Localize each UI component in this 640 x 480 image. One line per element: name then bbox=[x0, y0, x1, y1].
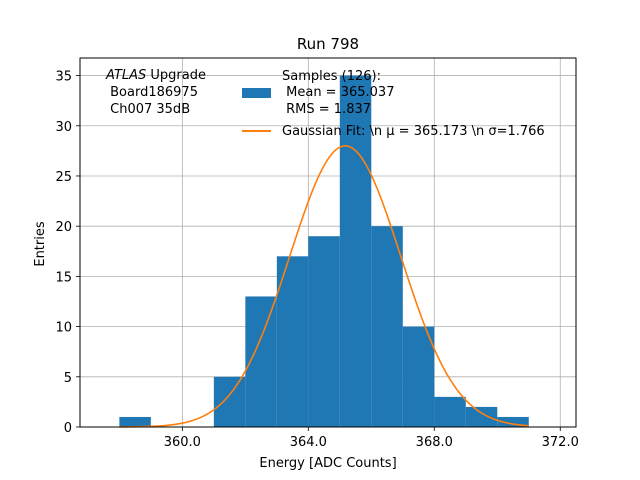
legend-hist-swatch bbox=[242, 88, 271, 98]
histogram-bar bbox=[119, 416, 151, 427]
y-axis-label: Entries bbox=[33, 221, 48, 267]
gaussian-fit-curve bbox=[119, 145, 529, 428]
y-tick-label: 10 bbox=[55, 321, 72, 336]
y-tick-label: 35 bbox=[55, 70, 72, 85]
y-tick-label: 30 bbox=[55, 120, 72, 135]
histogram-bar bbox=[339, 75, 372, 428]
legend-fit-label: Gaussian Fit: \n μ = 365.173 \n σ=1.766 bbox=[282, 124, 545, 139]
atlas-label: ATLAS Upgrade bbox=[105, 68, 206, 83]
x-axis-label: Energy [ADC Counts] bbox=[259, 456, 396, 471]
legend-hist-line3: RMS = 1.837 bbox=[282, 102, 371, 117]
legend: Samples (126): Mean = 365.037 RMS = 1.83… bbox=[242, 69, 545, 139]
legend-hist-line2: Mean = 365.037 bbox=[282, 85, 394, 100]
gaussian-fit bbox=[119, 145, 529, 428]
histogram-bar bbox=[434, 396, 466, 427]
y-tick-label: 5 bbox=[64, 371, 72, 386]
atlas-upgrade: Upgrade bbox=[146, 68, 206, 83]
axis-ticks: 360.0 364.0 368.0 372.0 0 5 10 15 20 25 30 35 bbox=[55, 70, 578, 450]
histogram-bar bbox=[465, 406, 498, 427]
legend-hist-line1: Samples (126): bbox=[282, 69, 381, 84]
histogram-bar bbox=[371, 226, 403, 427]
axes-frame bbox=[79, 57, 577, 428]
x-tick-label: 364.0 bbox=[290, 435, 327, 450]
histogram-bar bbox=[402, 326, 435, 427]
chart-title: Run 798 bbox=[297, 35, 359, 53]
histogram-bar bbox=[276, 256, 309, 427]
y-tick-label: 25 bbox=[55, 170, 72, 185]
y-tick-label: 0 bbox=[64, 421, 72, 436]
x-tick-label: 360.0 bbox=[164, 435, 201, 450]
x-tick-label: 368.0 bbox=[416, 435, 453, 450]
x-tick-label: 372.0 bbox=[542, 435, 579, 450]
atlas-annotation: ATLAS Upgrade Board186975 Ch007 35dB bbox=[105, 68, 206, 117]
histogram-bars bbox=[119, 75, 529, 428]
channel-label: Ch007 35dB bbox=[106, 102, 190, 117]
atlas-italic: ATLAS bbox=[105, 68, 146, 83]
board-label: Board186975 bbox=[106, 85, 198, 100]
histogram-bar bbox=[497, 416, 529, 427]
y-tick-label: 20 bbox=[55, 220, 72, 235]
histogram-bar bbox=[213, 376, 246, 427]
histogram-bar bbox=[308, 236, 340, 427]
y-tick-label: 15 bbox=[55, 270, 72, 285]
